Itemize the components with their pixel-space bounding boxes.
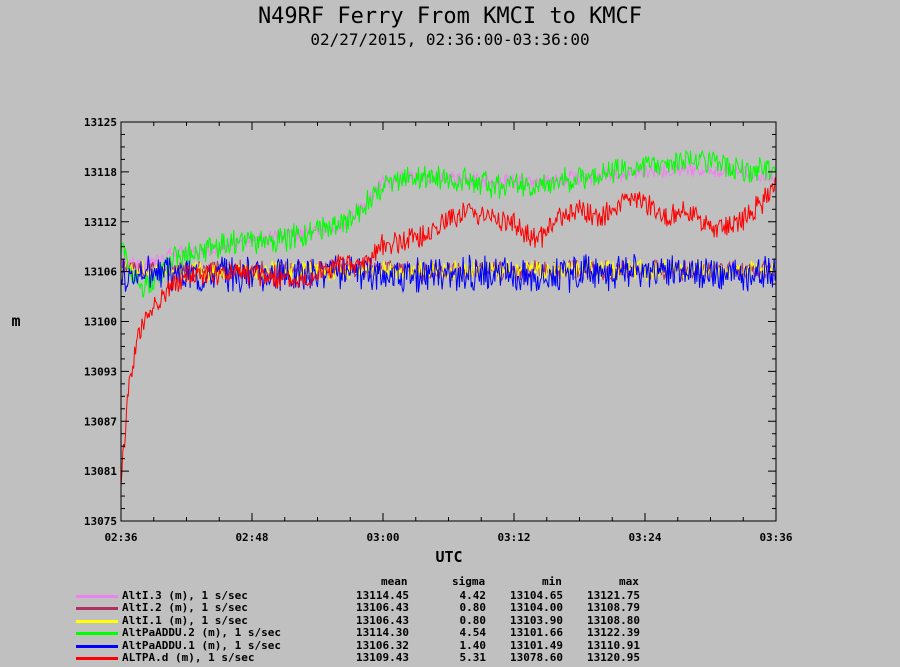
series-line-3: [120, 149, 777, 298]
legend-min-value: 13078.60: [510, 651, 563, 664]
legend-label: AltI.3 (m), 1 s/sec: [122, 589, 248, 602]
chart-subtitle: 02/27/2015, 02:36:00-03:36:00: [310, 30, 590, 49]
plot-frame: [120, 121, 777, 522]
legend-label: AltPaADDU.2 (m), 1 s/sec: [122, 626, 281, 640]
y-tick-label: 13087: [84, 415, 117, 428]
x-tick-label: 03:36: [759, 531, 792, 544]
legend-min-value: 13101.49: [510, 638, 563, 652]
y-tick-label: 13093: [84, 365, 117, 378]
x-tick-label: 02:36: [104, 531, 137, 544]
legend-swatch: [76, 619, 118, 623]
legend-sigma-value: 4.42: [459, 589, 487, 602]
legend-mean-value: 13109.43: [356, 651, 409, 664]
legend-swatch: [76, 595, 118, 598]
legend-swatch: [76, 644, 118, 648]
legend-min-value: 13104.00: [510, 601, 563, 615]
series-line-4: [120, 254, 776, 294]
legend-label: AltI.1 (m), 1 s/sec: [122, 613, 248, 627]
legend-sigma-value: 0.80: [459, 613, 487, 627]
legend-label: ALTPA.d (m), 1 s/sec: [122, 651, 255, 664]
legend-label: AltI.2 (m), 1 s/sec: [122, 601, 248, 615]
legend-item: AltPaADDU.2 (m), 1 s/sec 13114.30 4.54 1310…: [76, 626, 676, 639]
legend-header-mean: mean: [381, 575, 408, 588]
legend-item: AltPaADDU.1 (m), 1 s/sec 13106.32 1.40 1310…: [76, 639, 676, 652]
legend-item: AltI.1 (m), 1 s/sec 13106.43 0.80 13103.90 1…: [76, 614, 676, 627]
x-tick-label: 03:00: [366, 531, 399, 544]
y-tick-label: 13106: [84, 266, 117, 279]
legend-item: ALTPA.d (m), 1 s/sec 13109.43 5.31 13078.60…: [76, 651, 676, 664]
legend-header-sigma: sigma: [452, 575, 486, 588]
series-line-0: [120, 162, 777, 272]
legend-mean-value: 13114.45: [356, 589, 409, 602]
y-tick-label: 13081: [84, 465, 117, 478]
legend-mean-value: 13114.30: [356, 626, 409, 640]
legend-max-value: 13121.75: [587, 589, 640, 602]
legend-sigma-value: 0.80: [459, 601, 487, 615]
x-tick-label: 03:24: [628, 531, 661, 544]
y-tick-label: 13100: [84, 316, 117, 329]
legend-min-value: 13101.66: [510, 626, 563, 640]
legend-item: AltI.2 (m), 1 s/sec 13106.43 0.80 13104.00 1…: [76, 601, 676, 614]
legend-header-max: max: [619, 575, 639, 588]
legend-max-value: 13108.79: [587, 601, 640, 615]
legend-max-value: 13108.80: [587, 613, 640, 627]
legend-header-min: min: [542, 575, 562, 588]
legend-min-value: 13104.65: [510, 589, 563, 602]
legend-sigma-value: 5.31: [459, 651, 487, 664]
legend-mean-value: 13106.43: [356, 613, 409, 627]
legend-max-value: 13110.91: [587, 638, 640, 652]
legend-swatch: [76, 632, 118, 636]
series-layer: [120, 149, 777, 487]
x-tick-label: 02:48: [235, 531, 268, 544]
series-line-5: [120, 176, 777, 487]
chart-title: N49RF Ferry From KMCI to KMCF: [257, 4, 643, 29]
legend-mean-value: 13106.43: [356, 601, 409, 615]
x-tick-label: 03:12: [497, 531, 530, 544]
legend-sigma-value: 1.40: [459, 638, 487, 652]
legend-label: AltPaADDU.1 (m), 1 s/sec: [122, 638, 281, 652]
legend-min-value: 13103.90: [510, 613, 563, 627]
axes-layer: 02:36 02:48 03:00 03:12 03:24 03:36 13075 13081…: [84, 116, 793, 544]
x-axis-label: UTC: [435, 548, 462, 566]
y-tick-label: 13112: [84, 216, 117, 229]
y-tick-label: 13075: [84, 515, 117, 528]
y-axis-label: m: [11, 312, 20, 330]
legend-sigma-value: 4.54: [459, 626, 487, 640]
y-tick-label: 13118: [84, 166, 117, 179]
legend-max-value: 13122.39: [587, 626, 640, 640]
y-tick-label: 13125: [84, 116, 117, 129]
legend-mean-value: 13106.32: [356, 638, 409, 652]
legend-item: AltI.3 (m), 1 s/sec 13114.45 4.42 13104.65 1…: [76, 589, 676, 602]
legend-swatch: [76, 657, 118, 660]
legend-swatch: [76, 607, 118, 611]
legend-max-value: 13120.95: [587, 651, 640, 664]
